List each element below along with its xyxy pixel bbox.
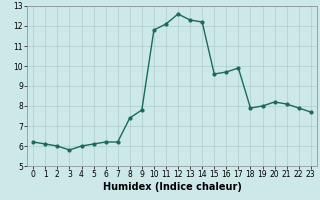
X-axis label: Humidex (Indice chaleur): Humidex (Indice chaleur) — [103, 182, 241, 192]
